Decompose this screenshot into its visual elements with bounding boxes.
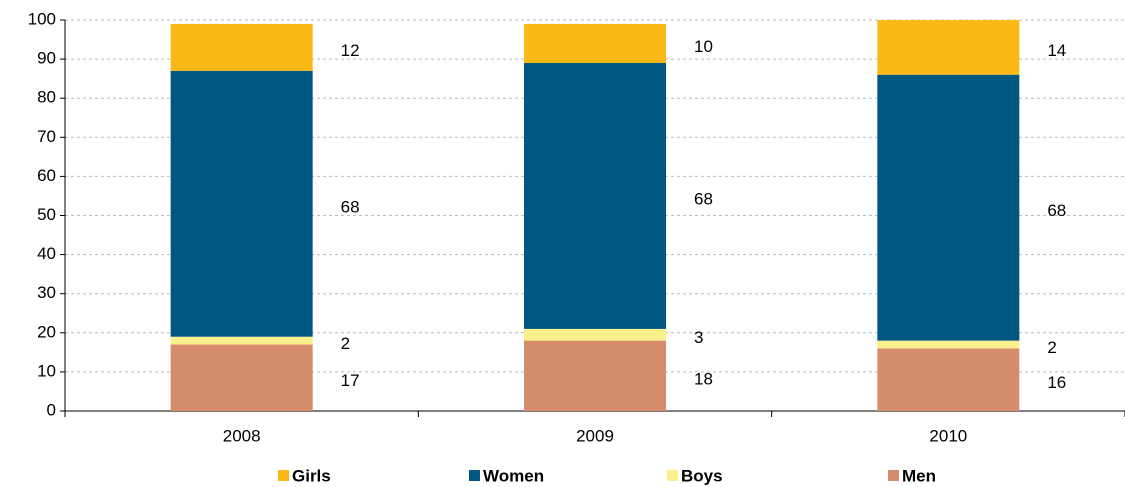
y-tick-label: 50 xyxy=(37,205,56,224)
data-label: 3 xyxy=(694,328,703,347)
legend-label: Girls xyxy=(292,466,331,485)
legend-swatch xyxy=(278,470,289,481)
data-label: 14 xyxy=(1047,41,1066,60)
bar-segment xyxy=(170,23,313,71)
bar-segment xyxy=(877,348,1020,411)
bar-segment xyxy=(524,63,666,329)
bar-segment xyxy=(524,328,666,341)
data-label: 12 xyxy=(341,41,360,60)
data-label: 68 xyxy=(694,189,713,208)
legend-label: Boys xyxy=(681,466,723,485)
data-label: 2 xyxy=(341,334,350,353)
bar-segment xyxy=(877,20,1020,75)
bar-segment xyxy=(877,74,1020,341)
legend-label: Women xyxy=(483,466,544,485)
x-tick-label: 2008 xyxy=(223,426,261,445)
y-tick-label: 80 xyxy=(37,88,56,107)
data-label: 16 xyxy=(1047,373,1066,392)
bar-segment xyxy=(877,340,1020,349)
data-label: 2 xyxy=(1047,338,1056,357)
data-label: 18 xyxy=(694,369,713,388)
y-tick-label: 40 xyxy=(37,244,56,263)
data-label: 68 xyxy=(341,197,360,216)
y-tick-label: 70 xyxy=(37,127,56,146)
legend-swatch xyxy=(888,470,899,481)
bar-segment xyxy=(170,70,313,337)
bar-segment xyxy=(524,340,666,411)
y-tick-label: 0 xyxy=(47,400,56,419)
x-tick-label: 2010 xyxy=(929,426,967,445)
y-tick-label: 60 xyxy=(37,166,56,185)
legend: Girls Women Boys Men xyxy=(278,466,936,485)
bar-segment xyxy=(170,336,313,345)
bar-segment xyxy=(170,344,313,411)
legend-label: Men xyxy=(902,466,936,485)
data-label: 68 xyxy=(1047,201,1066,220)
y-tick-label: 90 xyxy=(37,49,56,68)
y-tick-label: 10 xyxy=(37,361,56,380)
x-tick-label: 2009 xyxy=(576,426,614,445)
data-label: 10 xyxy=(694,37,713,56)
y-tick-label: 20 xyxy=(37,322,56,341)
legend-swatch xyxy=(667,470,678,481)
y-tick-label: 30 xyxy=(37,283,56,302)
data-label: 17 xyxy=(341,371,360,390)
y-tick-label: 100 xyxy=(28,9,56,28)
bar-segment xyxy=(524,23,666,64)
legend-swatch xyxy=(469,470,480,481)
